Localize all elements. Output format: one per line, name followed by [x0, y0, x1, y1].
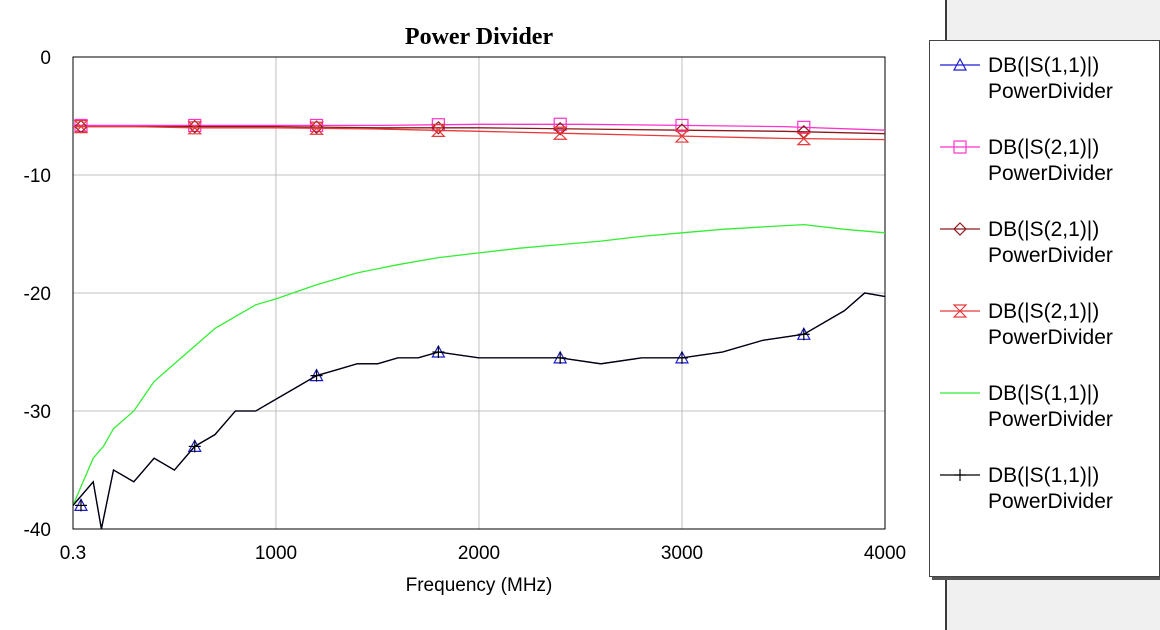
- data-point: [187, 121, 203, 135]
- y-tick-label: -10: [24, 166, 51, 187]
- legend-series-name: DB(|S(2,1)|): [988, 136, 1100, 159]
- legend-series-name: DB(|S(2,1)|): [988, 218, 1100, 241]
- data-point: [553, 117, 567, 131]
- plot-frame: [72, 56, 886, 530]
- legend-marker: [952, 57, 968, 71]
- series-line: [73, 125, 885, 141]
- data-point: [74, 118, 88, 133]
- legend-swatch: [940, 392, 980, 394]
- x-tick-label: 2000: [458, 543, 500, 564]
- legend-swatch: [940, 222, 980, 236]
- legend-entry: DB(|S(1,1)|) PowerDivider: [930, 461, 1159, 541]
- legend-series-name: DB(|S(1,1)|): [988, 464, 1100, 487]
- data-point: [797, 120, 811, 134]
- data-point: [675, 118, 689, 133]
- data-point: [796, 132, 812, 146]
- series-line: [73, 292, 885, 529]
- y-tick-label: 0: [40, 48, 51, 69]
- legend-swatch: [940, 57, 980, 71]
- series-5: [73, 292, 885, 529]
- legend-swatch: [940, 304, 980, 318]
- y-tick-label: -20: [24, 284, 51, 305]
- chart-title: Power Divider: [405, 24, 554, 50]
- legend-swatch: [940, 140, 980, 154]
- data-point: [73, 120, 89, 134]
- data-point: [674, 129, 690, 143]
- series-3: [73, 120, 885, 146]
- legend-document-name: PowerDivider: [988, 162, 1113, 185]
- x-tick-label: 4000: [864, 543, 906, 564]
- series-4: [73, 223, 885, 506]
- series-line: [73, 123, 885, 131]
- legend-entry: DB(|S(1,1)|) PowerDivider: [930, 51, 1159, 131]
- plot-area: [73, 117, 885, 529]
- legend-document-name: PowerDivider: [988, 80, 1113, 103]
- legend-marker: [952, 304, 968, 318]
- legend-document-name: PowerDivider: [988, 490, 1113, 513]
- legend-document-name: PowerDivider: [988, 244, 1113, 267]
- chart: Power Divider 0.3 1000 2000 3000 4000 0 -10 -20 -…: [24, 24, 907, 596]
- legend-document-name: PowerDivider: [988, 408, 1113, 431]
- legend-marker: [953, 140, 967, 154]
- legend-series-name: DB(|S(2,1)|): [988, 300, 1100, 323]
- legend-marker: [953, 222, 967, 236]
- data-point: [430, 123, 446, 137]
- data-point: [552, 126, 568, 140]
- legend-entry: DB(|S(2,1)|) PowerDivider: [930, 215, 1159, 295]
- legend-entry: DB(|S(1,1)|) PowerDivider: [930, 379, 1159, 459]
- data-point: [309, 118, 324, 133]
- legend: DB(|S(1,1)|) PowerDivider DB(|S(2,1)|) Powe…: [929, 40, 1160, 577]
- x-tick-label: 1000: [255, 543, 297, 564]
- legend-document-name: PowerDivider: [988, 326, 1113, 349]
- legend-series-name: DB(|S(1,1)|): [988, 54, 1100, 77]
- data-point: [188, 118, 202, 133]
- legend-entry: DB(|S(2,1)|) PowerDivider: [930, 133, 1159, 213]
- x-tick-label: 0.3: [60, 543, 86, 564]
- legend-swatch: [940, 469, 980, 481]
- data-point: [309, 121, 325, 135]
- x-axis-label: Frequency (MHz): [406, 575, 553, 596]
- y-tick-label: -30: [24, 402, 51, 423]
- series-line: [73, 223, 885, 506]
- legend-series-name: DB(|S(1,1)|): [988, 382, 1100, 405]
- x-tick-label: 3000: [661, 543, 703, 564]
- legend-entry: DB(|S(2,1)|) PowerDivider: [930, 297, 1159, 377]
- y-tick-label: -40: [24, 520, 51, 541]
